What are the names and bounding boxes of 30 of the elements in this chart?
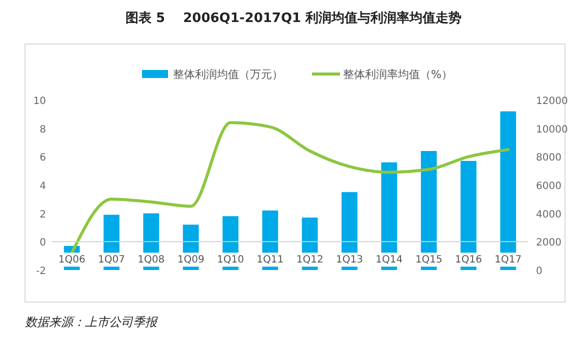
y2-tick-label: 10000 bbox=[536, 124, 568, 136]
x-tick-label: 1Q09 bbox=[177, 254, 204, 266]
x-tick-label: 1Q12 bbox=[296, 254, 324, 266]
y2-tick-label: 6000 bbox=[536, 181, 562, 192]
y-tick-label: 6 bbox=[40, 152, 46, 164]
x-tick-label: 1Q07 bbox=[98, 254, 125, 266]
x-tick-label: 1Q06 bbox=[58, 254, 86, 266]
y2-tick-label: 0 bbox=[536, 266, 542, 277]
x-tick-label: 1Q13 bbox=[336, 254, 363, 266]
x-tick-label: 1Q10 bbox=[217, 254, 244, 266]
x-tick-label: 1Q15 bbox=[415, 254, 442, 266]
legend-label: 整体利润率均值（%） bbox=[343, 68, 452, 81]
y2-tick-label: 4000 bbox=[536, 209, 562, 220]
y2-tick-label: 2000 bbox=[536, 238, 562, 249]
x-tick-label: 1Q16 bbox=[455, 254, 482, 266]
x-tick-label: 1Q17 bbox=[494, 254, 522, 266]
y-tick-label: 8 bbox=[40, 124, 46, 136]
x-tick-label: 1Q08 bbox=[138, 254, 165, 266]
y-tick-label: 2 bbox=[40, 209, 46, 220]
legend-label: 整体利润均值（万元） bbox=[173, 68, 283, 81]
y2-tick-label: 8000 bbox=[536, 152, 562, 164]
y-tick-label: 10 bbox=[33, 96, 46, 107]
x-tick-label: 1Q14 bbox=[376, 254, 403, 266]
x-tick-label: 1Q11 bbox=[256, 254, 284, 266]
source-note: 数据来源：上市公司季报 bbox=[25, 315, 158, 329]
y-tick-label: -2 bbox=[36, 266, 46, 277]
y2-tick-label: 12000 bbox=[536, 96, 568, 107]
y-tick-label: 0 bbox=[40, 238, 46, 249]
chart-title: 图表 5 2006Q1-2017Q1 利润均值与利润率均值走势 bbox=[125, 10, 462, 26]
y-tick-label: 4 bbox=[40, 181, 46, 192]
